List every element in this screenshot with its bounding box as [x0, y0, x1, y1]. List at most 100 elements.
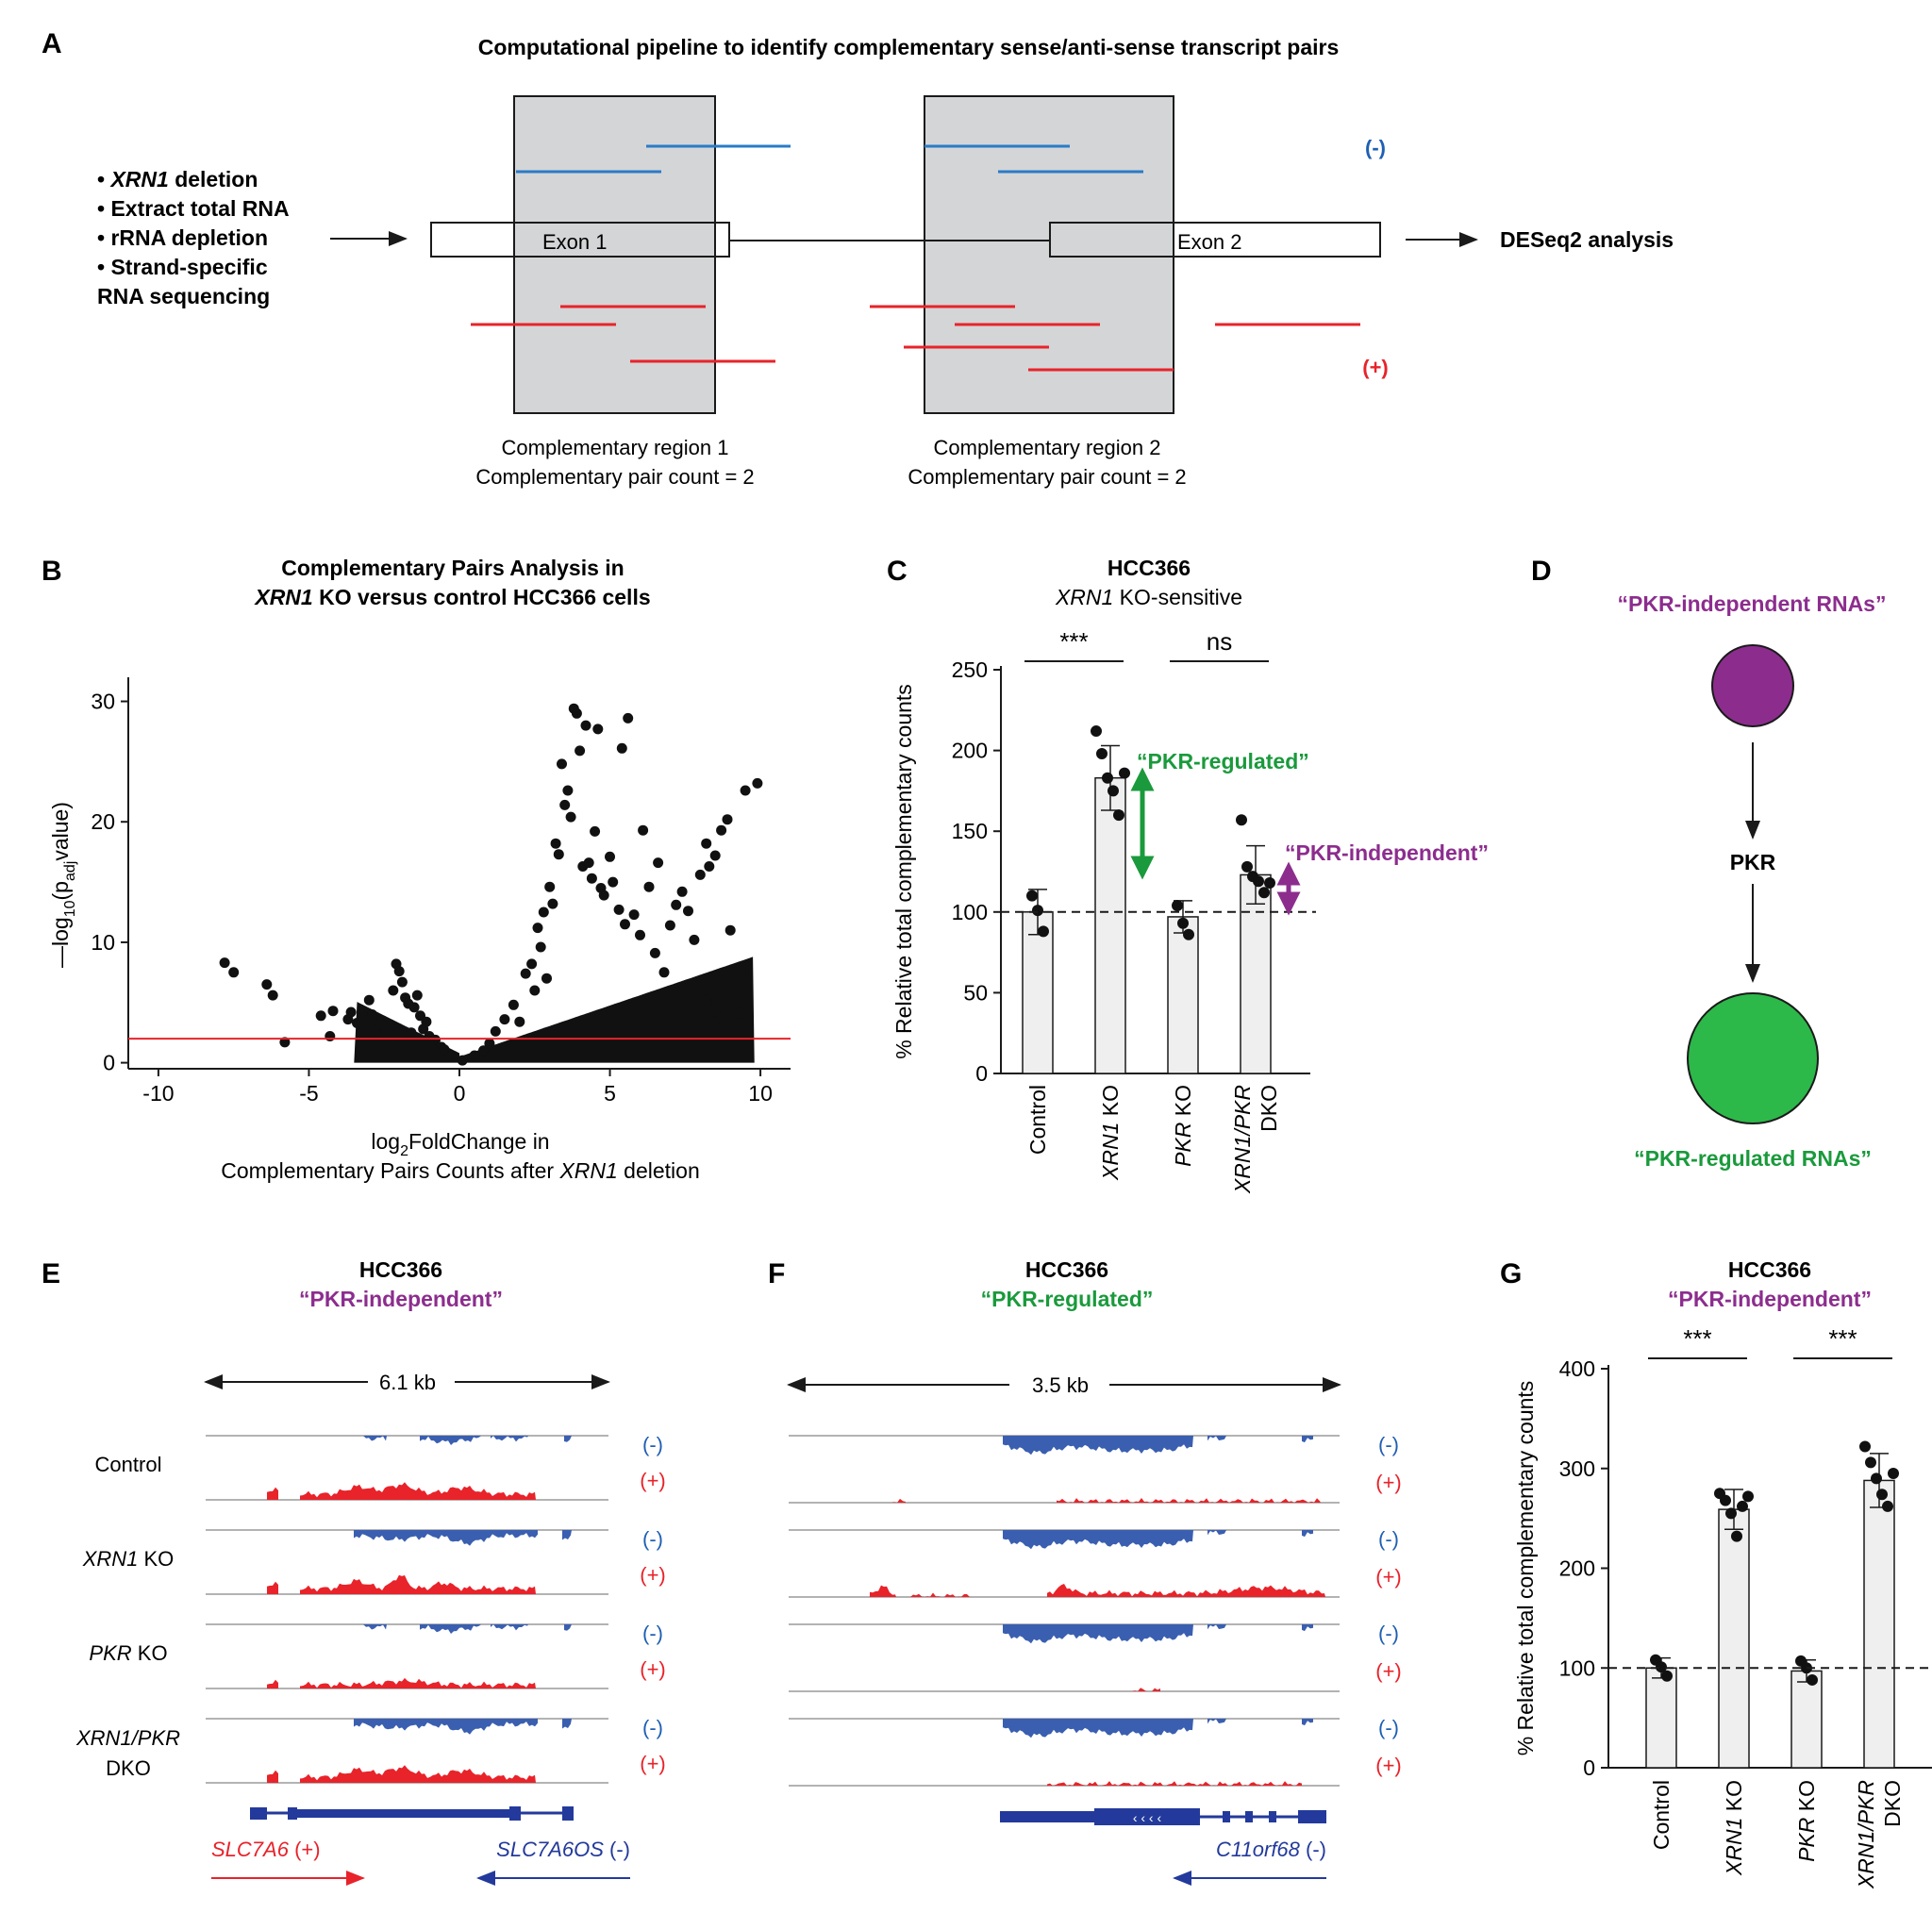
volcano-plot: 0 10 20 30 -10 -5 0 5 10	[91, 677, 791, 1106]
data-point	[535, 941, 546, 953]
panel-a-title: Computational pipeline to identify compl…	[478, 35, 1340, 59]
data-point	[571, 707, 582, 719]
panel-c: C HCC366 XRN1 KO-sensitive 0 50 100 150 200 2…	[887, 556, 1489, 1194]
data-point	[709, 1006, 721, 1018]
data-point	[279, 1037, 291, 1048]
sense-coverage	[267, 1487, 278, 1500]
replicate-point	[1882, 1500, 1893, 1512]
data-point	[676, 886, 688, 897]
gene-exon	[1223, 1811, 1230, 1822]
panel-g-label: G	[1500, 1258, 1522, 1289]
category-label: PKR KO	[1794, 1780, 1819, 1862]
data-point	[701, 994, 712, 1006]
panel-g-subtitle: “PKR-independent”	[1668, 1287, 1872, 1311]
strand-minus-label: (-)	[1378, 1716, 1399, 1739]
data-point	[457, 1055, 468, 1066]
data-point	[623, 712, 634, 724]
data-point	[261, 979, 273, 990]
antisense-coverage	[491, 1436, 528, 1442]
x-tick-label: 0	[454, 1081, 466, 1106]
sense-reads	[471, 305, 1360, 372]
panel-f-title: HCC366	[1025, 1257, 1108, 1282]
data-point	[586, 873, 597, 884]
strand-plus-label: (+)	[1375, 1471, 1402, 1494]
panel-b-title-1: Complementary Pairs Analysis in	[281, 556, 624, 580]
strand-plus-label: (+)	[1375, 1659, 1402, 1683]
replicate-point	[1091, 725, 1102, 738]
gene-model-f: ‹ ‹ ‹ ‹	[1000, 1808, 1326, 1825]
gene-slc7a6os-label: SLC7A6OS (-)	[496, 1838, 630, 1861]
data-point	[393, 966, 405, 977]
panel-d-label: D	[1531, 556, 1552, 587]
region-1-caption: Complementary region 1	[502, 436, 729, 459]
replicate-point	[1253, 875, 1264, 888]
replicate-point	[1119, 767, 1130, 779]
bar	[1718, 1508, 1750, 1769]
replicate-point	[1177, 917, 1189, 929]
panel-b-label: B	[42, 556, 62, 587]
panel-c-label: C	[887, 556, 908, 587]
data-point	[740, 785, 751, 796]
sample-control: Control	[95, 1453, 162, 1476]
scale-label: 6.1 kb	[379, 1371, 436, 1394]
gene-exon	[288, 1807, 297, 1820]
replicate-point	[1172, 899, 1183, 911]
y-tick-label: 30	[91, 690, 115, 714]
y-tick-label: 300	[1559, 1456, 1595, 1481]
replicate-point	[1737, 1500, 1748, 1512]
sense-coverage	[891, 1498, 906, 1503]
bar	[1240, 873, 1272, 1074]
replicate-point	[1742, 1490, 1754, 1503]
panel-e-label: E	[42, 1258, 60, 1289]
antisense-coverage	[420, 1624, 481, 1634]
antisense-coverage	[1003, 1719, 1193, 1738]
exon-1-box	[430, 222, 730, 258]
significance-label: ***	[1828, 1324, 1857, 1353]
antisense-coverage	[354, 1530, 538, 1546]
replicate-point	[1871, 1472, 1882, 1485]
category-label: XRN1 KO	[1098, 1085, 1123, 1181]
panel-f-subtitle: “PKR-regulated”	[981, 1287, 1154, 1311]
data-point	[616, 742, 627, 754]
sense-coverage	[267, 1679, 278, 1688]
data-point	[643, 881, 655, 892]
data-point	[689, 934, 700, 945]
data-point	[529, 985, 541, 996]
antisense-coverage	[1302, 1530, 1313, 1538]
pkr-independent-rnas-label: “PKR-independent RNAs”	[1618, 591, 1887, 616]
replicate-point	[1865, 1456, 1876, 1469]
data-point	[363, 994, 375, 1006]
coverage-tracks-f: (-) (+) (-) (+) (-) (+) (-) (+)	[789, 1433, 1402, 1787]
y-tick-label: 200	[952, 739, 988, 763]
gene-exon	[1298, 1810, 1326, 1823]
data-point	[620, 919, 630, 930]
antisense-coverage	[562, 1530, 572, 1540]
sense-coverage	[1132, 1688, 1160, 1691]
replicate-point	[1183, 928, 1194, 940]
step-1: • XRN1 deletion	[97, 167, 258, 191]
pkr-regulated-label: “PKR-regulated”	[1137, 749, 1309, 774]
x-tick-label: -5	[299, 1081, 318, 1106]
data-point	[553, 849, 564, 860]
sense-coverage	[267, 1770, 278, 1783]
data-point	[370, 1025, 381, 1037]
data-point	[704, 861, 715, 872]
category-label: Control	[1025, 1085, 1050, 1155]
sense-coverage	[1057, 1498, 1321, 1503]
replicate-point	[1725, 1507, 1737, 1520]
data-point	[327, 1006, 339, 1017]
data-point	[520, 968, 531, 979]
replicate-point	[1264, 876, 1275, 889]
replicate-point	[1720, 1494, 1731, 1506]
data-point	[469, 1050, 480, 1061]
data-point	[421, 1016, 432, 1027]
complementary-region-1-box	[513, 95, 716, 414]
data-point	[598, 890, 609, 901]
sense-coverage	[870, 1585, 896, 1597]
deseq2-label: DESeq2 analysis	[1500, 227, 1674, 252]
antisense-coverage	[1208, 1530, 1226, 1536]
data-point	[575, 745, 586, 757]
replicate-point	[1876, 1489, 1888, 1501]
sense-coverage	[300, 1482, 536, 1500]
data-point	[565, 811, 576, 823]
